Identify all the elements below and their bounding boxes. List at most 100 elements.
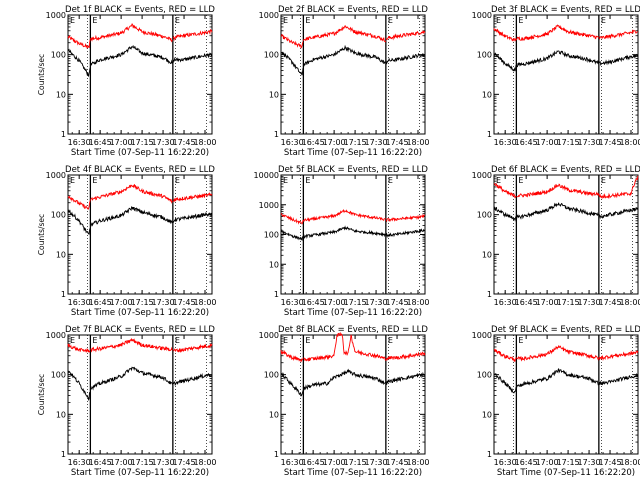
- y-tick-label: 1: [61, 450, 66, 459]
- chart-title: Det 9f BLACK = Events, RED = LLD: [491, 325, 640, 335]
- lld-series-line: [280, 25, 426, 49]
- x-tick-label: 16:45: [89, 298, 112, 307]
- e-annotation: E: [175, 16, 180, 25]
- y-axis-label: Counts/sec: [37, 54, 46, 95]
- x-axis-label: Start Time (07-Sep-11 16:22:20): [284, 148, 422, 158]
- plot-frame: [493, 334, 639, 455]
- x-tick-label: 17:45: [386, 138, 409, 147]
- x-tick-label: 16:45: [89, 458, 112, 467]
- chart-panel-9: Det 9f BLACK = Events, RED = LLD 16:3016:…: [472, 325, 640, 478]
- x-tick-label: 17:00: [536, 298, 559, 307]
- y-tick-label: 100: [51, 371, 66, 380]
- x-tick-label: 17:45: [599, 298, 622, 307]
- events-series-line: [280, 368, 426, 397]
- x-tick-label: 17:00: [536, 458, 559, 467]
- x-tick-label: 17:15: [557, 138, 580, 147]
- e-annotation: E: [283, 336, 288, 345]
- x-tick-label: 18:00: [406, 138, 429, 147]
- x-tick-label: 17:15: [131, 458, 154, 467]
- e-annotation: E: [518, 176, 523, 185]
- events-series-line: [493, 202, 639, 222]
- lld-series-line: [67, 337, 213, 353]
- lld-series-line: [493, 175, 639, 200]
- x-tick-label: 18:00: [193, 458, 216, 467]
- x-tick-label: 17:45: [599, 458, 622, 467]
- y-tick-label: 10: [269, 90, 279, 99]
- chart-panel-4: Det 4f BLACK = Events, RED = LLD 16:3016:…: [37, 165, 217, 318]
- chart-panel-1: Det 1f BLACK = Events, RED = LLD 16:3016:…: [37, 5, 217, 158]
- chart-panel-8: Det 8f BLACK = Events, RED = LLD 16:3016:…: [259, 325, 430, 478]
- x-tick-label: 18:00: [619, 298, 640, 307]
- y-tick-label: 100: [477, 211, 492, 220]
- y-tick-label: 10: [482, 90, 492, 99]
- x-tick-label: 17:00: [110, 138, 133, 147]
- y-tick-label: 1: [487, 450, 492, 459]
- events-series-line: [280, 44, 425, 76]
- x-tick-label: 18:00: [406, 298, 429, 307]
- plot-frame: [493, 174, 639, 295]
- events-series-line: [280, 225, 426, 241]
- lld-series-line: [67, 23, 213, 49]
- e-annotation: E: [92, 176, 97, 185]
- x-tick-label: 17:30: [578, 458, 601, 467]
- x-tick-label: 16:45: [89, 138, 112, 147]
- x-tick-label: 17:30: [152, 138, 175, 147]
- x-tick-label: 16:45: [302, 458, 325, 467]
- x-tick-label: 17:00: [536, 138, 559, 147]
- x-tick-label: 17:30: [152, 458, 175, 467]
- plot-frame: [67, 174, 213, 295]
- y-tick-label: 1: [487, 290, 492, 299]
- chart-title: Det 4f BLACK = Events, RED = LLD: [65, 165, 215, 175]
- events-series-line: [493, 50, 638, 72]
- x-tick-label: 17:15: [131, 138, 154, 147]
- x-tick-label: 17:15: [344, 298, 367, 307]
- chart-panel-6: Det 6f BLACK = Events, RED = LLD 16:3016:…: [472, 165, 640, 307]
- x-tick-label: 17:15: [344, 138, 367, 147]
- e-annotation: E: [601, 176, 606, 185]
- x-axis-label: Start Time (07-Sep-11 16:22:20): [71, 468, 209, 478]
- x-tick-label: 17:00: [110, 298, 133, 307]
- y-tick-label: 1: [274, 290, 279, 299]
- chart-title: Det 7f BLACK = Events, RED = LLD: [65, 325, 215, 335]
- x-tick-label: 17:30: [578, 298, 601, 307]
- x-axis-label: Start Time (07-Sep-11 16:22:20): [284, 468, 422, 478]
- events-series-line: [67, 366, 212, 401]
- x-tick-label: 17:30: [365, 298, 388, 307]
- x-tick-label: 18:00: [193, 138, 216, 147]
- y-tick-label: 1: [487, 130, 492, 139]
- y-axis-label: Counts/sec: [37, 374, 46, 415]
- e-annotation: E: [92, 16, 97, 25]
- x-tick-label: 17:00: [323, 298, 346, 307]
- x-tick-label: 17:00: [323, 138, 346, 147]
- x-tick-label: 16:45: [515, 458, 538, 467]
- x-axis-label: Start Time (07-Sep-11 16:22:20): [284, 308, 422, 318]
- y-axis-label: Counts/sec: [37, 214, 46, 255]
- x-tick-label: 17:30: [152, 298, 175, 307]
- e-annotation: E: [283, 176, 288, 185]
- y-tick-label: 100: [477, 51, 492, 60]
- lld-series-line: [493, 344, 639, 363]
- e-annotation: E: [496, 336, 501, 345]
- x-axis-label: Start Time (07-Sep-11 16:22:20): [497, 468, 635, 478]
- x-tick-label: 18:00: [193, 298, 216, 307]
- y-tick-label: 100: [51, 211, 66, 220]
- x-tick-label: 16:30: [281, 458, 304, 467]
- plot-frame: [493, 14, 639, 135]
- e-annotation: E: [305, 176, 310, 185]
- e-annotation: E: [175, 336, 180, 345]
- lld-series-line: [280, 208, 426, 225]
- x-axis-label: Start Time (07-Sep-11 16:22:20): [71, 148, 209, 158]
- y-tick-label: 1000: [46, 11, 66, 20]
- x-tick-label: 17:15: [344, 458, 367, 467]
- chart-panel-5: Det 5f BLACK = Events, RED = LLD 16:3016:…: [254, 165, 430, 318]
- events-series-line: [67, 44, 213, 78]
- y-tick-label: 10: [269, 260, 279, 269]
- lld-series-line: [280, 331, 426, 363]
- x-tick-label: 17:30: [365, 458, 388, 467]
- y-tick-label: 100: [477, 371, 492, 380]
- y-tick-label: 1000: [472, 11, 492, 20]
- chart-title: Det 2f BLACK = Events, RED = LLD: [278, 5, 428, 15]
- y-tick-label: 10: [269, 410, 279, 419]
- y-tick-label: 10: [56, 250, 66, 259]
